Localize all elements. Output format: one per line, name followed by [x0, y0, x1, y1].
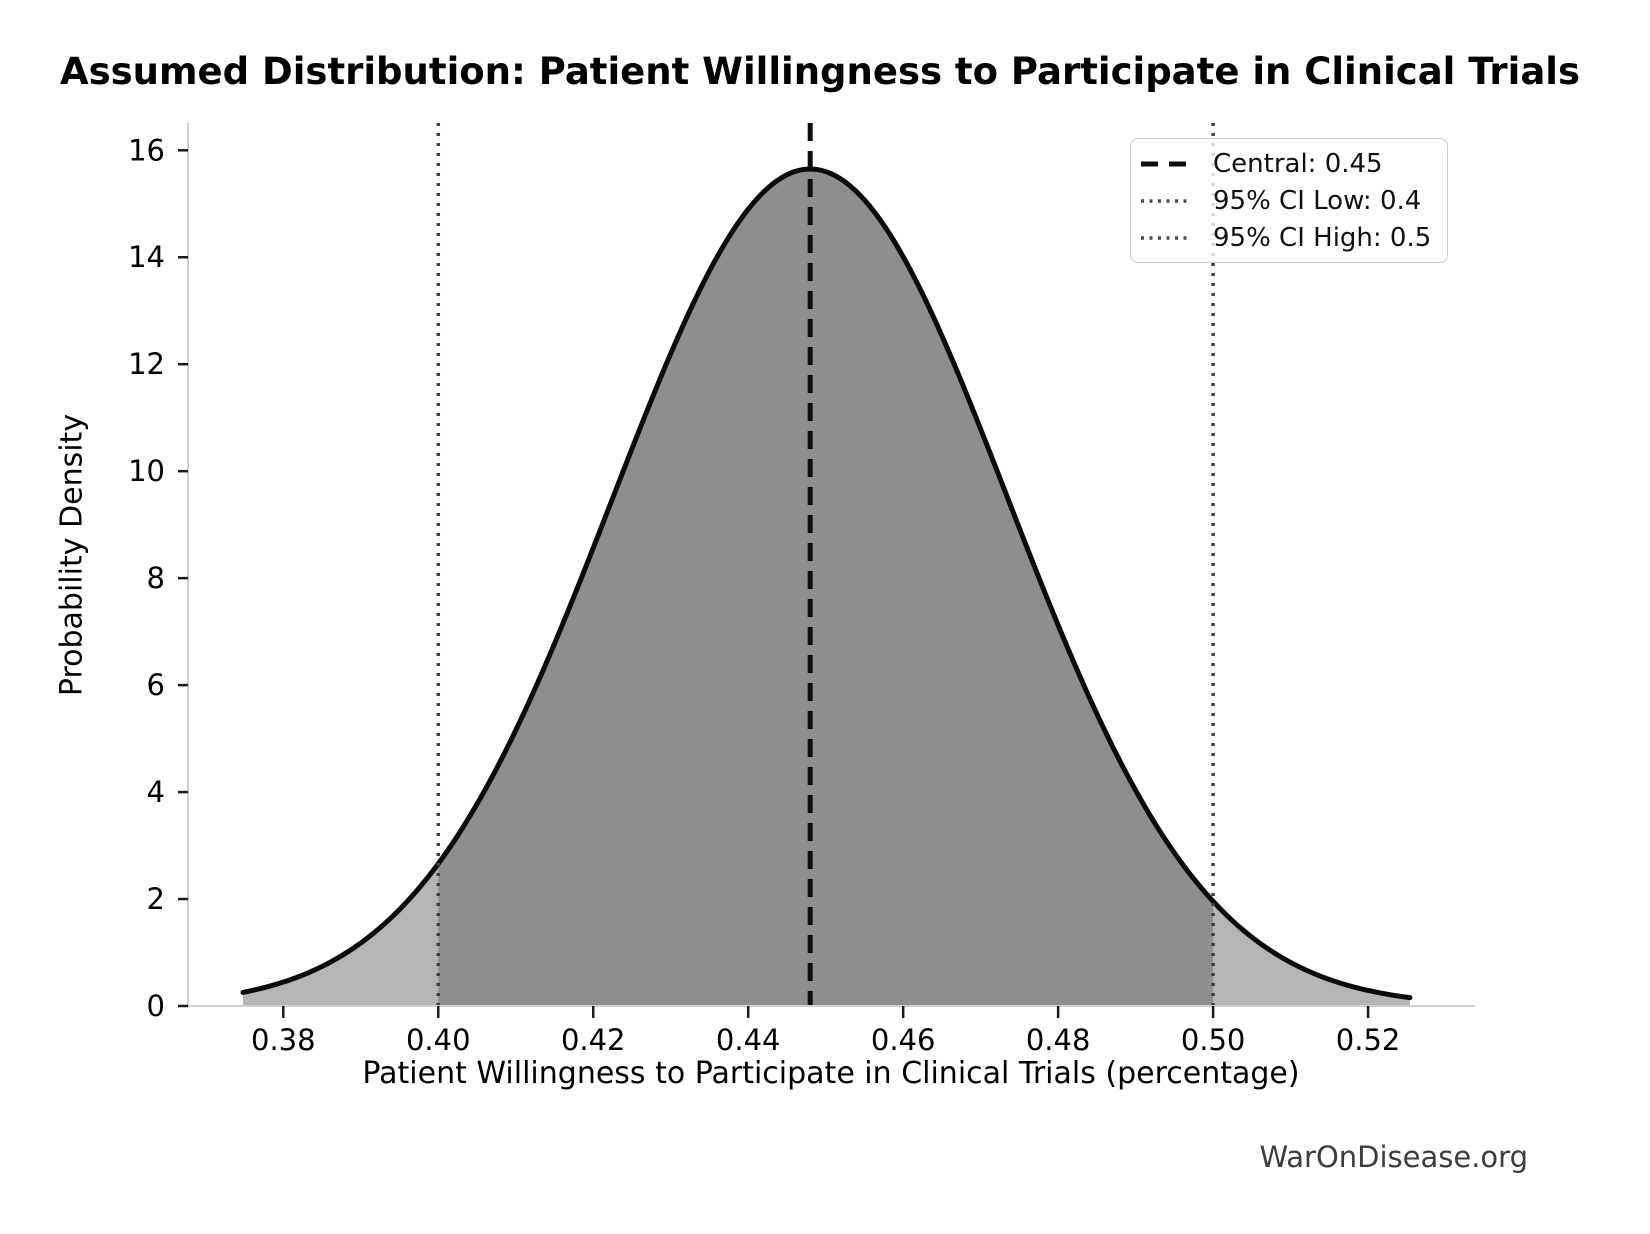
legend-item-ci-low: 95% CI Low: 0.4: [1141, 186, 1437, 216]
x-tick-label: 0.48: [1026, 1023, 1091, 1057]
x-tick-label: 0.44: [716, 1023, 781, 1057]
density-area-ci: [438, 169, 1214, 1006]
y-tick-label: 10: [128, 454, 165, 488]
dotted-line-icon: [1141, 198, 1189, 203]
legend-item-ci-high: 95% CI High: 0.5: [1141, 223, 1437, 253]
dashed-line-icon: [1141, 161, 1189, 166]
x-tick-label: 0.52: [1336, 1023, 1401, 1057]
watermark: WarOnDisease.org: [1259, 1140, 1528, 1174]
y-tick-label: 14: [128, 240, 165, 274]
y-tick-label: 4: [147, 775, 165, 809]
legend: Central: 0.45 95% CI Low: 0.4 95% CI Hig…: [1130, 138, 1448, 263]
legend-item-central: Central: 0.45: [1141, 149, 1437, 179]
x-tick-label: 0.38: [251, 1023, 316, 1057]
legend-label-ci-low: 95% CI Low: 0.4: [1213, 185, 1422, 216]
y-tick-label: 6: [147, 668, 165, 702]
x-tick-label: 0.40: [406, 1023, 471, 1057]
y-axis-label: Probability Density: [54, 413, 90, 697]
x-tick-label: 0.50: [1181, 1023, 1246, 1057]
chart-title: Assumed Distribution: Patient Willingnes…: [59, 50, 1581, 93]
legend-label-ci-high: 95% CI High: 0.5: [1213, 222, 1432, 253]
dotted-line-icon: [1141, 235, 1189, 240]
y-tick-label: 0: [147, 989, 165, 1023]
x-axis-label: Patient Willingness to Participate in Cl…: [362, 1056, 1300, 1091]
x-tick-label: 0.46: [871, 1023, 936, 1057]
y-tick-label: 8: [147, 561, 165, 595]
y-tick-label: 12: [128, 347, 165, 381]
y-tick-label: 2: [147, 882, 165, 916]
y-tick-label: 16: [128, 133, 165, 167]
legend-label-central: Central: 0.45: [1213, 148, 1383, 179]
x-tick-label: 0.42: [561, 1023, 626, 1057]
